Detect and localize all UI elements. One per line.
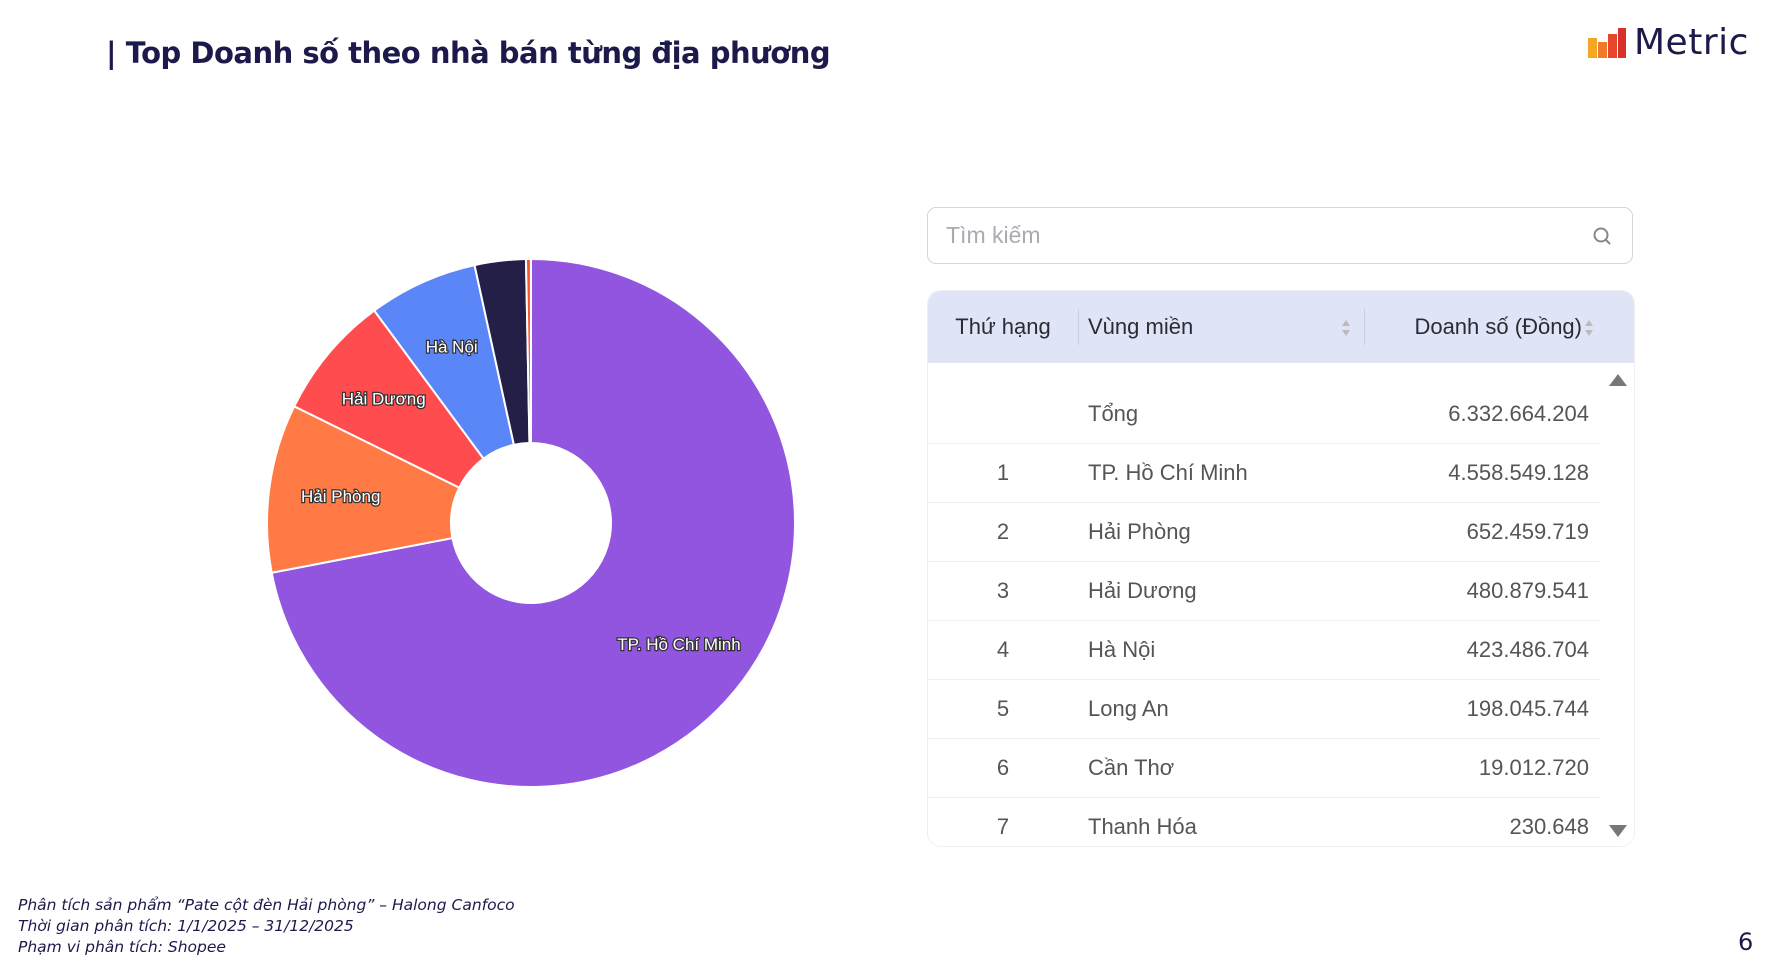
column-divider — [1364, 309, 1365, 345]
rank-cell: 4 — [996, 637, 1010, 662]
footer-notes: Phân tích sản phẩm “Pate cột đèn Hải phò… — [18, 895, 515, 958]
donut-chart: TP. Hồ Chí Minh Hải Phòng Hải Dương Hà Nội — [266, 257, 796, 788]
sales-cell: 198.045.744 — [1466, 696, 1589, 721]
table-row[interactable]: 1 TP. Hồ Chí Minh 4.558.549.128 — [928, 444, 1601, 503]
search-input[interactable] — [944, 221, 1548, 250]
sales-table: Thứ hạng Vùng miền Doanh số (Đồng) Tổng … — [927, 290, 1635, 847]
footer-product: Phân tích sản phẩm “Pate cột đèn Hải phò… — [18, 896, 515, 914]
sort-icon[interactable] — [1584, 319, 1594, 337]
table-row[interactable]: 7 Thanh Hóa 230.648 — [928, 798, 1601, 846]
slice-label: TP. Hồ Chí Minh — [617, 635, 740, 654]
logo-text: Metric — [1634, 22, 1749, 63]
pie-slice-1[interactable] — [270, 257, 796, 788]
total-value: 6.332.664.204 — [1448, 401, 1589, 426]
page-number: 6 — [1738, 928, 1754, 956]
slice-label: Hải Phòng — [301, 487, 380, 506]
table-row-total[interactable]: Tổng 6.332.664.204 — [928, 363, 1601, 444]
footer-period: Thời gian phân tích: 1/1/2025 – 31/12/20… — [18, 917, 354, 935]
region-cell: Hải Phòng — [1088, 519, 1191, 544]
total-label: Tổng — [1088, 401, 1139, 426]
metric-logo: Metric — [1588, 22, 1749, 63]
table-body: Tổng 6.332.664.204 1 TP. Hồ Chí Minh 4.5… — [928, 363, 1601, 846]
page-title: | Top Doanh số theo nhà bán từng địa phư… — [106, 36, 831, 70]
rank-cell: 1 — [996, 460, 1010, 485]
sales-cell: 423.486.704 — [1466, 637, 1589, 662]
rank-cell: 3 — [996, 578, 1010, 603]
scroll-up-icon[interactable] — [1608, 373, 1628, 387]
region-cell: TP. Hồ Chí Minh — [1088, 460, 1248, 485]
region-cell: Long An — [1088, 696, 1169, 721]
sales-cell: 652.459.719 — [1466, 519, 1589, 544]
sort-icon[interactable] — [1341, 319, 1351, 337]
column-region[interactable]: Vùng miền — [1088, 314, 1194, 339]
bar-chart-logo-icon — [1588, 27, 1626, 58]
table-row[interactable]: 2 Hải Phòng 652.459.719 — [928, 503, 1601, 562]
rank-cell: 6 — [996, 755, 1010, 780]
sales-cell: 480.879.541 — [1466, 578, 1589, 603]
sales-cell: 4.558.549.128 — [1448, 460, 1589, 485]
column-divider — [1078, 309, 1079, 345]
region-cell: Cần Thơ — [1088, 755, 1175, 780]
sales-cell: 19.012.720 — [1478, 755, 1589, 780]
table-row[interactable]: 6 Cần Thơ 19.012.720 — [928, 739, 1601, 798]
footer-scope: Phạm vi phân tích: Shopee — [18, 938, 226, 956]
region-cell: Hải Dương — [1088, 578, 1197, 603]
table-row[interactable]: 3 Hải Dương 480.879.541 — [928, 562, 1601, 621]
sales-cell: 230.648 — [1509, 814, 1589, 839]
rank-cell: 5 — [996, 696, 1010, 721]
search-box[interactable] — [927, 207, 1633, 264]
column-sales[interactable]: Doanh số (Đồng) — [1414, 314, 1582, 339]
slice-label: Hải Dương — [342, 389, 426, 408]
slice-label: Hà Nội — [426, 338, 478, 357]
rank-cell: 2 — [996, 519, 1010, 544]
search-icon[interactable] — [1592, 226, 1612, 246]
scrollbar[interactable] — [1600, 363, 1634, 846]
table-row[interactable]: 4 Hà Nội 423.486.704 — [928, 621, 1601, 680]
region-cell: Thanh Hóa — [1088, 814, 1197, 839]
scroll-down-icon[interactable] — [1608, 824, 1628, 838]
pie-slice-2[interactable] — [266, 404, 461, 574]
rank-cell: 7 — [996, 814, 1010, 839]
region-cell: Hà Nội — [1088, 637, 1156, 662]
table-row[interactable]: 5 Long An 198.045.744 — [928, 680, 1601, 739]
column-rank[interactable]: Thứ hạng — [955, 314, 1051, 339]
table-header: Thứ hạng Vùng miền Doanh số (Đồng) — [928, 291, 1634, 363]
